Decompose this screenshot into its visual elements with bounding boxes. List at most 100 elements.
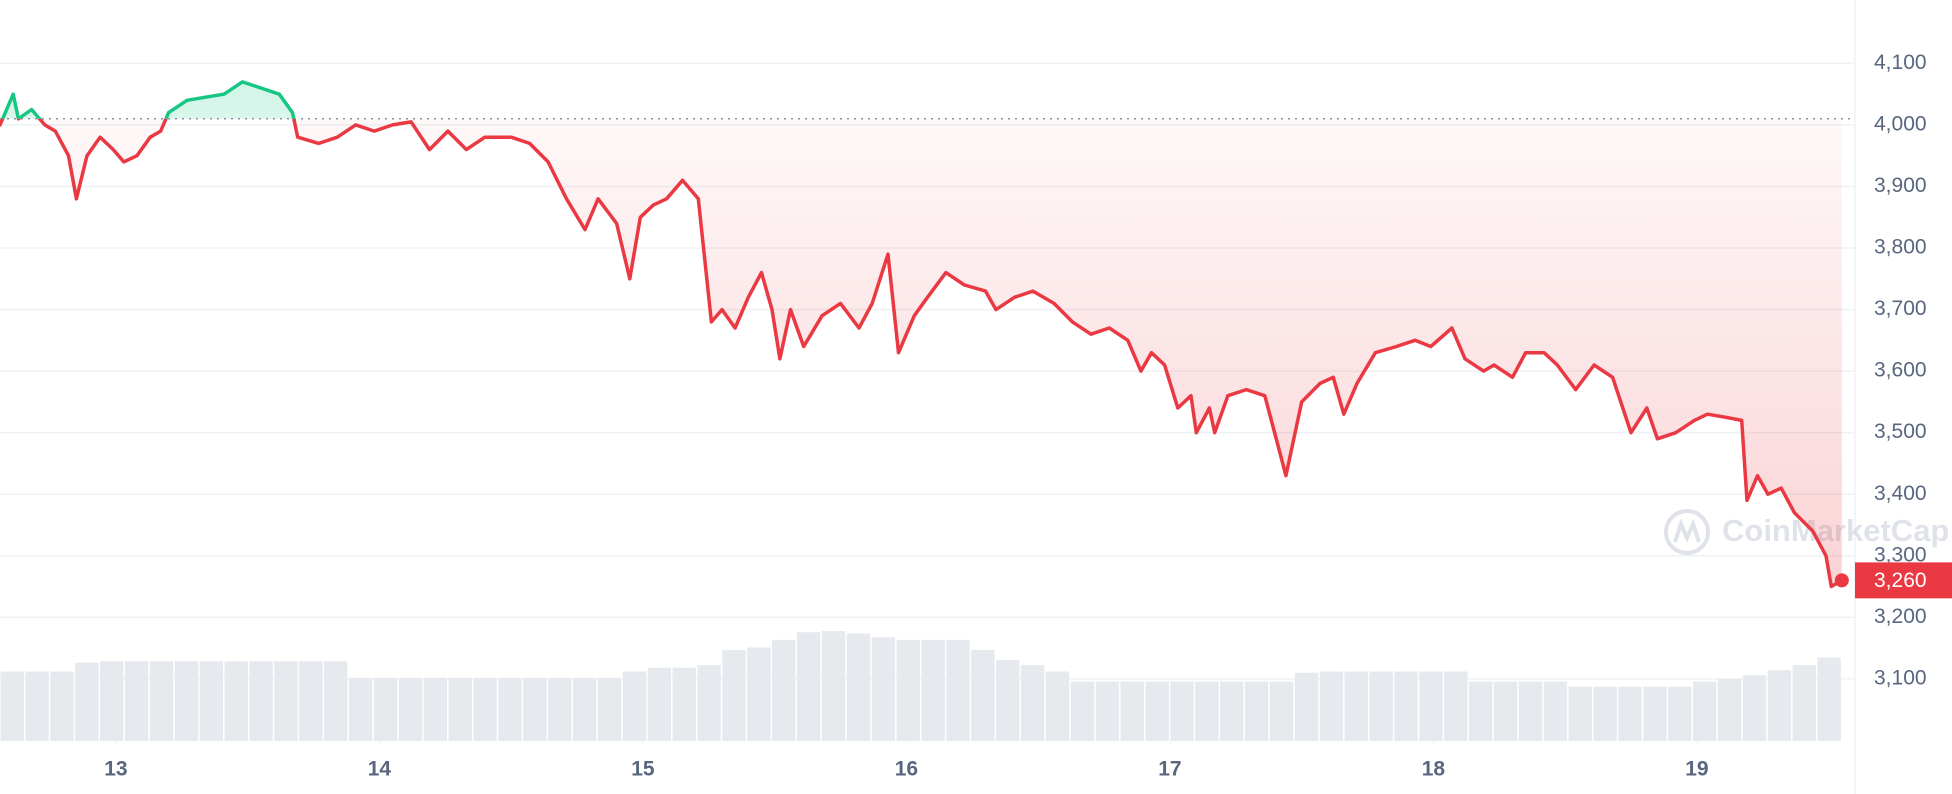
price-label: 3,260 (1874, 569, 1927, 592)
volume-bar (199, 661, 224, 741)
volume-bar (996, 660, 1020, 741)
volume-bar (348, 677, 373, 741)
price-line-down (0, 118, 1844, 589)
volume-bar (1070, 681, 1095, 741)
y-tick-label: 3,200 (1874, 605, 1927, 628)
y-tick-label: 4,000 (1874, 112, 1927, 135)
volume-bar (622, 671, 647, 741)
volume-bar (324, 661, 348, 741)
volume-bar (747, 647, 771, 741)
y-tick-label: 4,100 (1874, 51, 1927, 74)
volume-bar (224, 661, 248, 741)
volume-bar (846, 633, 871, 741)
plot (0, 80, 1855, 589)
volume-bar (1468, 681, 1493, 741)
volume-bar (697, 665, 721, 741)
volume-bar (25, 671, 49, 741)
volume-bar (1045, 671, 1070, 741)
x-tick-label: 15 (631, 758, 655, 781)
volume-bar (796, 632, 821, 741)
y-tick-label: 3,700 (1874, 297, 1927, 320)
volume-bar (1195, 681, 1219, 741)
volume-bar (398, 677, 423, 741)
y-tick-label: 3,400 (1874, 482, 1927, 505)
volume-bar (1319, 671, 1344, 741)
volume-bar (124, 661, 149, 741)
volume-bar (1692, 681, 1717, 741)
volume-bar (1742, 675, 1767, 741)
y-tick-label: 3,800 (1874, 236, 1927, 259)
volume-bar (1344, 671, 1368, 741)
volume-bar (373, 677, 398, 741)
volume-bar (423, 677, 448, 741)
volume-bar (1369, 671, 1393, 741)
volume-bar (946, 639, 970, 741)
volume-bar (448, 677, 472, 741)
volume-bar (1444, 671, 1468, 741)
x-tick-label: 19 (1685, 758, 1708, 781)
volume-bar (971, 649, 995, 741)
watermark-logo-mark (1673, 518, 1701, 544)
volume-bar (249, 661, 273, 741)
volume-bar (1020, 665, 1045, 741)
volume-bar (1145, 681, 1169, 741)
volume-bar (1543, 681, 1568, 741)
volume-bar (1817, 657, 1841, 741)
y-tick-label: 3,500 (1874, 420, 1927, 443)
volume-bar (722, 649, 746, 741)
volume-bar (1120, 681, 1144, 741)
volume-bar (1767, 670, 1792, 741)
volume-bar (100, 661, 124, 741)
volume-bar (174, 661, 199, 741)
volume-bar (1792, 665, 1816, 741)
y-tick-label: 3,900 (1874, 174, 1927, 197)
volume-bar (1220, 681, 1244, 741)
volume-bar (1618, 686, 1642, 741)
x-tick-label: 18 (1422, 758, 1446, 781)
volume-bar (75, 662, 99, 741)
volume-bar (1394, 671, 1418, 741)
volume-bar (1419, 671, 1443, 741)
volume-bar (1244, 681, 1269, 741)
volume-bar (50, 671, 74, 741)
volume-bar (896, 639, 920, 741)
volume-bar (149, 661, 174, 741)
volume-bar (672, 667, 696, 741)
volume-bar (274, 661, 298, 741)
volume-bars (0, 631, 1841, 741)
volume-bar (1095, 681, 1120, 741)
x-tick-label: 14 (368, 758, 392, 781)
volume-bar (1593, 686, 1617, 741)
y-tick-label: 3,300 (1874, 543, 1927, 566)
volume-bar (1493, 681, 1518, 741)
volume-bar (1717, 679, 1742, 741)
volume-bar (871, 637, 896, 741)
volume-bar (1294, 672, 1319, 741)
last-price-dot (1834, 573, 1849, 588)
volume-bar (1668, 686, 1692, 741)
volume-bar (0, 671, 24, 741)
volume-bar (1568, 686, 1592, 741)
axes: 3,100 3,200 3,300 3,400 3,500 3,600 3,700 3,800… (104, 51, 1952, 781)
volume-bar (1170, 681, 1194, 741)
area-below (0, 118, 1842, 587)
area-above (2, 81, 294, 119)
volume-bar (1643, 686, 1667, 741)
price-label-box (1855, 562, 1952, 599)
volume-bar (821, 631, 846, 741)
price-line-up (0, 80, 296, 119)
watermark-logo (1664, 509, 1710, 555)
volume-bar (772, 639, 796, 741)
y-tick-label: 3,100 (1874, 666, 1927, 689)
volume-bar (1518, 681, 1543, 741)
x-tick-label: 13 (104, 758, 127, 781)
volume-bar (548, 677, 572, 741)
volume-bar (1269, 681, 1294, 741)
volume-bar (572, 677, 597, 741)
volume-bar (647, 667, 672, 741)
x-tick-label: 17 (1158, 758, 1181, 781)
volume-bar (523, 677, 547, 741)
volume-bar (921, 639, 945, 741)
